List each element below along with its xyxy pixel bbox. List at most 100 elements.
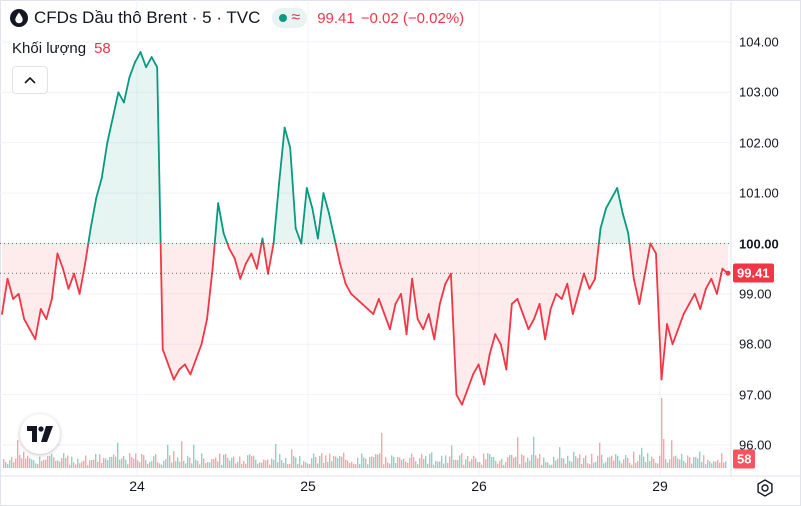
price-segment (128, 61, 136, 79)
volume-label: Khối lượng (12, 40, 87, 57)
volume-bar (37, 463, 39, 468)
price-segment (660, 323, 668, 381)
volume-bar (205, 463, 207, 468)
market-status-pill[interactable]: ≈ (272, 8, 308, 28)
volume-bar (101, 462, 103, 468)
price-segment (416, 318, 425, 331)
volume-bar (311, 458, 313, 468)
volume-bar (419, 458, 421, 468)
volume-bar (333, 455, 335, 468)
chevron-up-icon (24, 71, 36, 89)
area-segment (306, 188, 313, 244)
volume-bar (3, 459, 5, 468)
volume-bar (67, 455, 69, 468)
price-segment (477, 363, 486, 386)
price-segment (699, 287, 707, 310)
gear-icon[interactable] (755, 478, 775, 498)
price-segment (666, 323, 674, 346)
volume-legend[interactable]: Khối lượng 58 (12, 40, 111, 57)
area-segment (611, 188, 618, 244)
price-segment (400, 292, 408, 336)
volume-bar (417, 464, 419, 468)
volume-bar (537, 458, 539, 468)
y-tick-label: 96.00 (739, 437, 772, 453)
volume-bar (473, 455, 475, 468)
volume-bar (39, 456, 41, 468)
price-segment (305, 187, 314, 210)
volume-bar (369, 457, 371, 468)
volume-bar (471, 459, 473, 468)
volume-bar (7, 464, 9, 468)
price-segment (262, 242, 269, 275)
volume-bar (331, 461, 333, 468)
area-segment (434, 243, 440, 340)
volume-bar (55, 461, 57, 468)
volume-bar (53, 457, 55, 468)
price-segment (87, 227, 92, 245)
volume-bar (685, 462, 687, 468)
volume-bar (669, 459, 671, 468)
volume-bar (301, 464, 303, 468)
volume-bar (481, 464, 483, 468)
volume-bar (501, 458, 503, 468)
volume-bar (651, 456, 653, 468)
volume-bar (403, 458, 405, 468)
area-segment (173, 243, 180, 380)
volume-bar (711, 463, 713, 468)
volume-bar (229, 460, 231, 468)
volume-bar (305, 462, 307, 468)
volume-bar (475, 458, 477, 468)
volume-bar (119, 459, 121, 468)
volume-bar (177, 457, 179, 468)
collapse-legend-button[interactable] (12, 66, 48, 94)
volume-bar (691, 463, 693, 468)
volume-bar (583, 458, 585, 468)
volume-bar (29, 458, 31, 468)
area-segment (384, 243, 390, 330)
volume-bar (343, 452, 345, 468)
volume-bar (283, 462, 285, 468)
volume-bar (485, 459, 487, 468)
area-segment (162, 243, 169, 365)
volume-bar (635, 463, 637, 468)
volume-bar (25, 458, 27, 468)
volume-bar (409, 457, 411, 468)
tradingview-logo-icon[interactable] (20, 414, 60, 454)
chart-legend[interactable]: CFDs Dầu thô Brent · 5 · TVC ≈ 99.41 −0.… (10, 8, 464, 28)
price-segment (594, 242, 600, 280)
price-segment (483, 353, 491, 386)
volume-bar (447, 462, 449, 468)
volume-bar (381, 432, 383, 468)
area-segment (345, 243, 352, 294)
volume-bar (579, 454, 581, 468)
volume-bar (405, 461, 407, 468)
area-segment (534, 243, 540, 320)
volume-bar (373, 457, 375, 468)
volume-bar (393, 456, 395, 468)
volume-bar (167, 444, 169, 468)
price-segment (45, 298, 53, 320)
symbol-title[interactable]: CFDs Dầu thô Brent · 5 · TVC (34, 8, 261, 27)
area-segment (118, 92, 124, 244)
price-segment (461, 388, 469, 406)
price-segment (627, 232, 631, 245)
volume-bar (611, 455, 613, 468)
volume-bar (581, 463, 583, 468)
volume-bar (725, 461, 727, 468)
volume-bar (43, 459, 45, 468)
volume-bar (193, 444, 195, 468)
volume-bar (157, 462, 159, 468)
volume-bar (99, 454, 101, 468)
price-segment (100, 141, 109, 179)
volume-bar (121, 458, 123, 468)
area-segment (129, 62, 136, 244)
area-segment (678, 243, 684, 330)
volume-bar (557, 458, 559, 468)
volume-bar (245, 463, 247, 468)
volume-bar (265, 460, 267, 468)
volume-bar (63, 453, 65, 468)
volume-bar (273, 459, 275, 468)
volume-bar (615, 454, 617, 468)
price-segment (538, 303, 547, 341)
